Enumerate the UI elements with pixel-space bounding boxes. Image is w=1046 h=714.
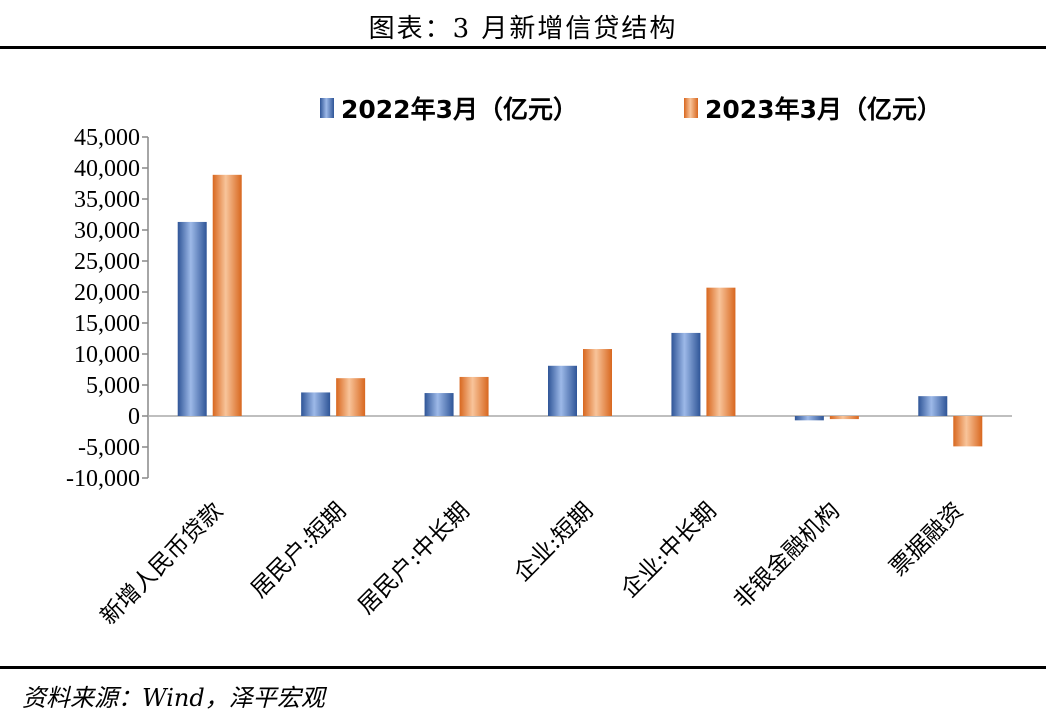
legend-label-2023: 2023年3月（亿元）: [705, 95, 942, 124]
bar-2023-5: [706, 287, 736, 416]
bar-2022-2: [301, 392, 331, 416]
bar-2022-5: [671, 332, 701, 416]
bar-2022-4: [548, 365, 577, 416]
category-labels: 新增人民币贷款 居民户:短期 居民户:中长期 企业:短期 企业:中长期 非银金融机构 票据融…: [96, 498, 969, 630]
y-tick-label: -10,000: [66, 466, 140, 492]
bar-2023-6: [829, 416, 859, 420]
y-tick-label: 45,000: [74, 125, 140, 151]
bottom-divider: [0, 666, 1046, 669]
legend-swatch-2022: [320, 98, 334, 118]
bar-2023-4: [583, 349, 612, 416]
bar-chart: 2022年3月（亿元） 2023年3月（亿元） -10,000 -5,000 0 5,…: [66, 95, 1012, 630]
y-tick-label: 0: [128, 404, 140, 430]
category-label: 企业:中长期: [616, 498, 721, 603]
y-tick-label: 20,000: [74, 280, 140, 306]
legend-swatch-2023: [684, 98, 698, 118]
page-title: 图表：3 月新增信贷结构: [368, 14, 678, 44]
y-tick-label: 35,000: [74, 187, 140, 213]
y-tick-label: 5,000: [86, 373, 140, 399]
bar-2022-1: [177, 221, 207, 416]
category-label: 居民户:短期: [246, 498, 351, 603]
category-label: 非银金融机构: [729, 498, 845, 614]
bar-2022-3: [424, 393, 454, 416]
top-divider: [0, 46, 1046, 49]
y-tick-label: 25,000: [74, 249, 140, 275]
source-note: 资料来源：Wind，泽平宏观: [22, 684, 325, 712]
bar-2022-6: [794, 416, 824, 421]
y-tick-label: 30,000: [74, 218, 140, 244]
bar-2023-3: [459, 376, 489, 416]
legend-label-2022: 2022年3月（亿元）: [341, 95, 578, 124]
bars: [177, 174, 983, 447]
category-label: 居民户:中长期: [353, 498, 474, 619]
bar-2023-7: [953, 416, 983, 447]
axes: -10,000 -5,000 0 5,000 10,000 15,000 20,000 25,…: [66, 125, 1012, 492]
category-label: 企业:短期: [509, 498, 598, 587]
bar-2023-1: [212, 174, 242, 416]
category-label: 票据融资: [885, 498, 968, 581]
y-tick-label: -5,000: [78, 435, 140, 461]
category-label: 新增人民币贷款: [96, 498, 228, 630]
y-tick-label: 15,000: [74, 311, 140, 337]
y-tick-label: 10,000: [74, 342, 140, 368]
bar-2022-7: [918, 396, 948, 416]
y-tick-label: 40,000: [74, 156, 140, 182]
bar-2023-2: [336, 378, 366, 416]
chart-legend: 2022年3月（亿元） 2023年3月（亿元）: [320, 95, 942, 124]
